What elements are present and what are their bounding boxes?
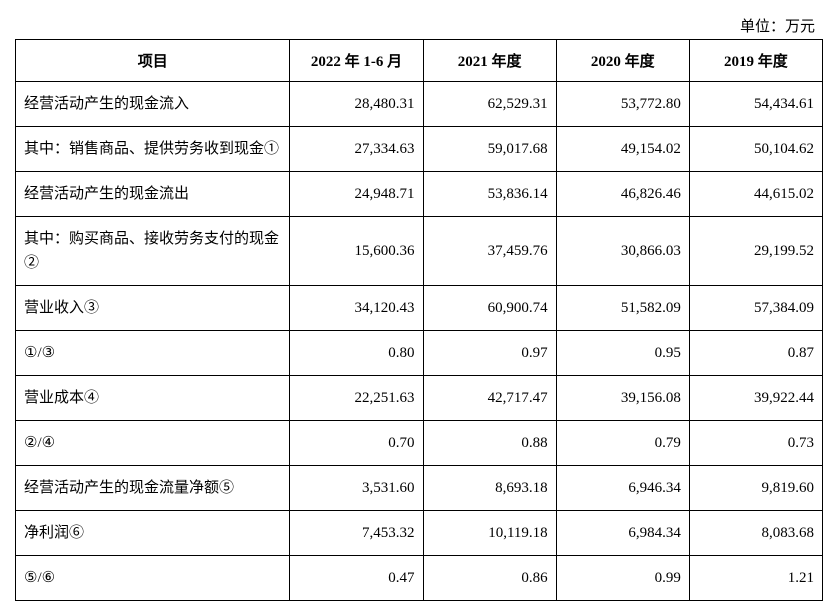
cell-value: 7,453.32 <box>290 511 423 556</box>
table-row: 经营活动产生的现金流出 24,948.71 53,836.14 46,826.4… <box>16 172 823 217</box>
cell-value: 0.70 <box>290 421 423 466</box>
cell-value: 0.97 <box>423 331 556 376</box>
table-row: 营业成本④ 22,251.63 42,717.47 39,156.08 39,9… <box>16 376 823 421</box>
cell-value: 50,104.62 <box>689 127 822 172</box>
table-row: ①/③ 0.80 0.97 0.95 0.87 <box>16 331 823 376</box>
cell-value: 8,083.68 <box>689 511 822 556</box>
cell-value: 15,600.36 <box>290 217 423 286</box>
cell-value: 49,154.02 <box>556 127 689 172</box>
header-item: 项目 <box>16 40 290 82</box>
unit-label: 单位：万元 <box>15 15 823 36</box>
cell-value: 6,946.34 <box>556 466 689 511</box>
row-label: 营业收入③ <box>16 286 290 331</box>
cell-value: 0.47 <box>290 556 423 601</box>
cell-value: 0.99 <box>556 556 689 601</box>
table-row: ⑤/⑥ 0.47 0.86 0.99 1.21 <box>16 556 823 601</box>
cell-value: 62,529.31 <box>423 82 556 127</box>
cell-value: 28,480.31 <box>290 82 423 127</box>
cell-value: 22,251.63 <box>290 376 423 421</box>
cell-value: 1.21 <box>689 556 822 601</box>
cell-value: 59,017.68 <box>423 127 556 172</box>
row-label: 营业成本④ <box>16 376 290 421</box>
table-row: ②/④ 0.70 0.88 0.79 0.73 <box>16 421 823 466</box>
row-label: 其中：购买商品、接收劳务支付的现金② <box>16 217 290 286</box>
cell-value: 9,819.60 <box>689 466 822 511</box>
table-row: 其中：购买商品、接收劳务支付的现金② 15,600.36 37,459.76 3… <box>16 217 823 286</box>
row-label: ①/③ <box>16 331 290 376</box>
row-label: ⑤/⑥ <box>16 556 290 601</box>
cell-value: 0.95 <box>556 331 689 376</box>
header-period-2019: 2019 年度 <box>689 40 822 82</box>
cell-value: 8,693.18 <box>423 466 556 511</box>
table-body: 经营活动产生的现金流入 28,480.31 62,529.31 53,772.8… <box>16 82 823 601</box>
cell-value: 27,334.63 <box>290 127 423 172</box>
header-period-2020: 2020 年度 <box>556 40 689 82</box>
table-row: 经营活动产生的现金流量净额⑤ 3,531.60 8,693.18 6,946.3… <box>16 466 823 511</box>
financial-table: 项目 2022 年 1-6 月 2021 年度 2020 年度 2019 年度 … <box>15 39 823 601</box>
header-period-2021: 2021 年度 <box>423 40 556 82</box>
cell-value: 3,531.60 <box>290 466 423 511</box>
cell-value: 37,459.76 <box>423 217 556 286</box>
cell-value: 0.87 <box>689 331 822 376</box>
table-header-row: 项目 2022 年 1-6 月 2021 年度 2020 年度 2019 年度 <box>16 40 823 82</box>
cell-value: 39,922.44 <box>689 376 822 421</box>
cell-value: 51,582.09 <box>556 286 689 331</box>
cell-value: 0.80 <box>290 331 423 376</box>
cell-value: 29,199.52 <box>689 217 822 286</box>
cell-value: 0.88 <box>423 421 556 466</box>
table-row: 其中：销售商品、提供劳务收到现金① 27,334.63 59,017.68 49… <box>16 127 823 172</box>
cell-value: 44,615.02 <box>689 172 822 217</box>
cell-value: 0.86 <box>423 556 556 601</box>
cell-value: 46,826.46 <box>556 172 689 217</box>
row-label: ②/④ <box>16 421 290 466</box>
cell-value: 6,984.34 <box>556 511 689 556</box>
row-label: 净利润⑥ <box>16 511 290 556</box>
cell-value: 30,866.03 <box>556 217 689 286</box>
header-period-2022h1: 2022 年 1-6 月 <box>290 40 423 82</box>
cell-value: 34,120.43 <box>290 286 423 331</box>
cell-value: 53,836.14 <box>423 172 556 217</box>
cell-value: 0.79 <box>556 421 689 466</box>
row-label: 其中：销售商品、提供劳务收到现金① <box>16 127 290 172</box>
cell-value: 54,434.61 <box>689 82 822 127</box>
cell-value: 24,948.71 <box>290 172 423 217</box>
cell-value: 10,119.18 <box>423 511 556 556</box>
table-row: 营业收入③ 34,120.43 60,900.74 51,582.09 57,3… <box>16 286 823 331</box>
cell-value: 0.73 <box>689 421 822 466</box>
row-label: 经营活动产生的现金流入 <box>16 82 290 127</box>
cell-value: 53,772.80 <box>556 82 689 127</box>
cell-value: 39,156.08 <box>556 376 689 421</box>
row-label: 经营活动产生的现金流量净额⑤ <box>16 466 290 511</box>
row-label: 经营活动产生的现金流出 <box>16 172 290 217</box>
table-row: 净利润⑥ 7,453.32 10,119.18 6,984.34 8,083.6… <box>16 511 823 556</box>
cell-value: 57,384.09 <box>689 286 822 331</box>
table-row: 经营活动产生的现金流入 28,480.31 62,529.31 53,772.8… <box>16 82 823 127</box>
cell-value: 42,717.47 <box>423 376 556 421</box>
cell-value: 60,900.74 <box>423 286 556 331</box>
